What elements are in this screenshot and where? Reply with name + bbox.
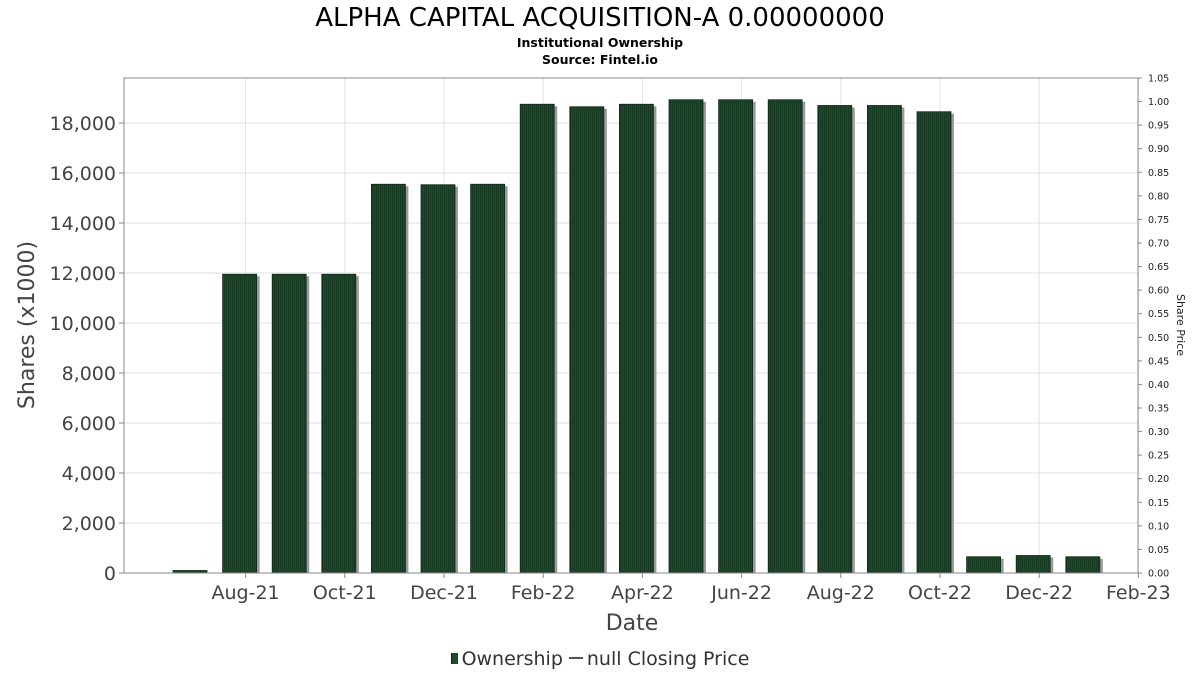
axes: 0 2,000 4,000 6,000 8,000 10,000 12,000 14,000 1… — [50, 74, 1171, 605]
ownership-bar — [619, 103, 654, 574]
y-tick-label: 6,000 — [62, 413, 116, 435]
x-axis-title: Date — [606, 611, 659, 636]
price-legend-label: null Closing Price — [586, 648, 750, 670]
price-legend-line — [568, 657, 583, 659]
x-tick-label: Aug-21 — [212, 582, 280, 604]
y2-tick-label: 0.45 — [1148, 356, 1169, 367]
y-tick-label: 8,000 — [62, 363, 116, 385]
ownership-legend-label: Ownership — [461, 648, 563, 670]
ownership-bar — [966, 556, 1001, 574]
ownership-bar — [569, 106, 605, 574]
legend: Ownership null Closing Price — [0, 648, 1200, 670]
ownership-bar — [420, 184, 456, 574]
ownership-bar — [470, 183, 506, 574]
ownership-bar — [867, 105, 902, 574]
ownership-bar — [767, 99, 803, 574]
y2-tick-label: 0.25 — [1148, 451, 1169, 462]
y2-tick-label: 0.10 — [1148, 521, 1169, 532]
chart-source: Source: Fintel.io — [542, 52, 658, 67]
ownership-bar — [718, 99, 753, 574]
x-tick-label: Feb-22 — [511, 582, 576, 604]
ownership-bar — [370, 183, 406, 574]
y2-tick-label: 0.40 — [1148, 380, 1169, 391]
y2-tick-label: 0.30 — [1148, 427, 1169, 438]
y2-tick-label: 0.65 — [1148, 262, 1169, 273]
y2-tick-label: 0.85 — [1148, 168, 1169, 179]
y-tick-label: 2,000 — [62, 513, 116, 535]
y2-tick-label: 0.00 — [1148, 569, 1169, 580]
y-tick-label: 10,000 — [50, 313, 116, 335]
y-axis-title: Shares (x1000) — [15, 241, 40, 409]
y2-tick-label: 1.05 — [1148, 74, 1169, 85]
y2-tick-label: 0.75 — [1148, 215, 1169, 226]
y2-axis-title: Share Price — [1174, 294, 1187, 356]
chart-subtitle: Institutional Ownership — [516, 35, 684, 50]
y-tick-label: 14,000 — [50, 213, 116, 235]
y-tick-label: 4,000 — [62, 463, 116, 485]
ownership-legend-swatch — [450, 653, 458, 664]
ownership-bar — [1015, 555, 1051, 574]
y2-tick-label: 0.05 — [1148, 545, 1169, 556]
x-tick-label: Oct-21 — [313, 582, 377, 604]
ownership-bar — [519, 103, 555, 574]
y2-tick-label: 0.95 — [1148, 121, 1169, 132]
y2-tick-label: 0.35 — [1148, 404, 1169, 415]
ownership-bar — [916, 111, 952, 574]
y2-tick-label: 0.90 — [1148, 144, 1169, 155]
y2-tick-label: 0.70 — [1148, 239, 1169, 250]
x-tick-label: Oct-22 — [908, 582, 972, 604]
x-tick-label: Aug-22 — [807, 582, 875, 604]
y-tick-label: 18,000 — [50, 113, 116, 135]
x-tick-label: Dec-22 — [1005, 582, 1073, 604]
ownership-bars — [172, 99, 1103, 574]
ownership-bar — [817, 105, 853, 574]
y2-tick-label: 0.15 — [1148, 498, 1169, 509]
ownership-bar — [222, 273, 258, 574]
ownership-bar — [271, 273, 307, 574]
ownership-bar — [668, 99, 704, 574]
y2-tick-label: 0.50 — [1148, 333, 1169, 344]
ownership-bar — [321, 273, 357, 574]
y2-tick-label: 1.00 — [1148, 97, 1169, 108]
plot-border — [123, 77, 1139, 574]
x-tick-label: Apr-22 — [611, 582, 674, 604]
y2-tick-label: 0.20 — [1148, 474, 1169, 485]
y-tick-label: 16,000 — [50, 163, 116, 185]
x-tick-label: Dec-21 — [410, 582, 478, 604]
y2-tick-label: 0.55 — [1148, 309, 1169, 320]
x-tick-label: Jun-22 — [710, 582, 772, 604]
y2-tick-label: 0.60 — [1148, 286, 1169, 297]
y-tick-label: 0 — [104, 563, 116, 585]
ownership-bar — [1065, 556, 1101, 574]
x-tick-label: Feb-23 — [1106, 582, 1171, 604]
chart-title: ALPHA CAPITAL ACQUISITION-A 0.00000000 — [315, 3, 885, 33]
y-tick-label: 12,000 — [50, 263, 116, 285]
y2-tick-label: 0.80 — [1148, 191, 1169, 202]
